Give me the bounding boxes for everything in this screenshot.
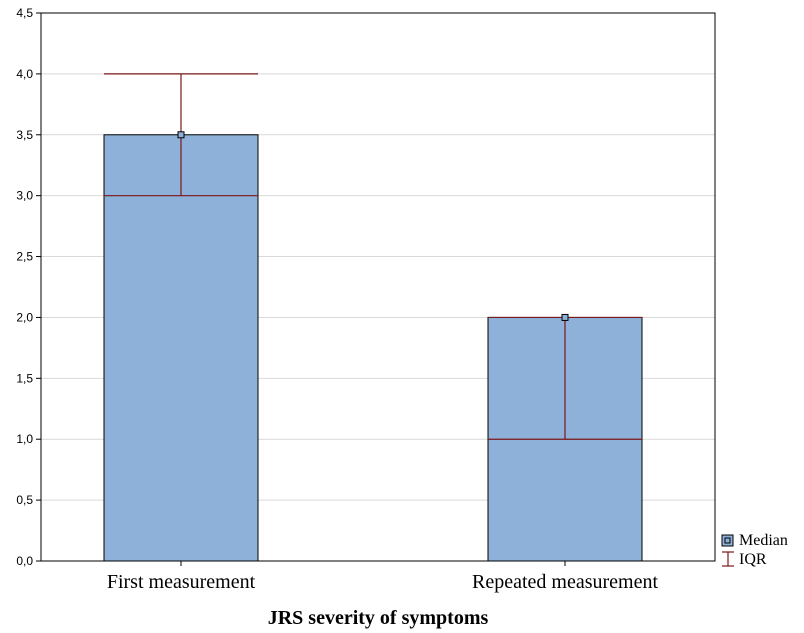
- median-marker: [561, 313, 569, 321]
- median-marker: [177, 131, 185, 139]
- x-axis-title: JRS severity of symptoms: [268, 607, 489, 629]
- y-tick-label: 0,0: [16, 554, 33, 568]
- bar: [103, 134, 259, 562]
- y-tick-label: 2,5: [16, 250, 33, 264]
- x-axis-ticks: First measurement Repeated measurement: [107, 561, 658, 593]
- legend-median-label: Median: [739, 532, 788, 549]
- y-tick-label: 3,0: [16, 189, 33, 203]
- legend: Median IQR: [721, 532, 788, 568]
- y-tick-label: 1,0: [16, 432, 33, 446]
- legend-iqr-label: IQR: [739, 551, 767, 568]
- median-markers: [177, 131, 569, 321]
- y-tick-label: 4,5: [16, 6, 33, 20]
- legend-median-marker: [724, 537, 731, 544]
- x-tick-label: Repeated measurement: [472, 571, 658, 593]
- y-tick-label: 4,0: [16, 67, 33, 81]
- y-tick-label: 2,0: [16, 310, 33, 324]
- legend-median-swatch: [721, 534, 734, 547]
- y-axis-ticks: 0,0 0,5 1,0 1,5 2,0 2,5 3,0 3,5 4,0 4,5: [16, 6, 41, 568]
- x-tick-label: First measurement: [107, 571, 256, 593]
- y-tick-label: 1,5: [16, 371, 33, 385]
- plot-frame: [40, 12, 716, 562]
- y-tick-label: 3,5: [16, 128, 33, 142]
- y-tick-label: 0,5: [16, 493, 33, 507]
